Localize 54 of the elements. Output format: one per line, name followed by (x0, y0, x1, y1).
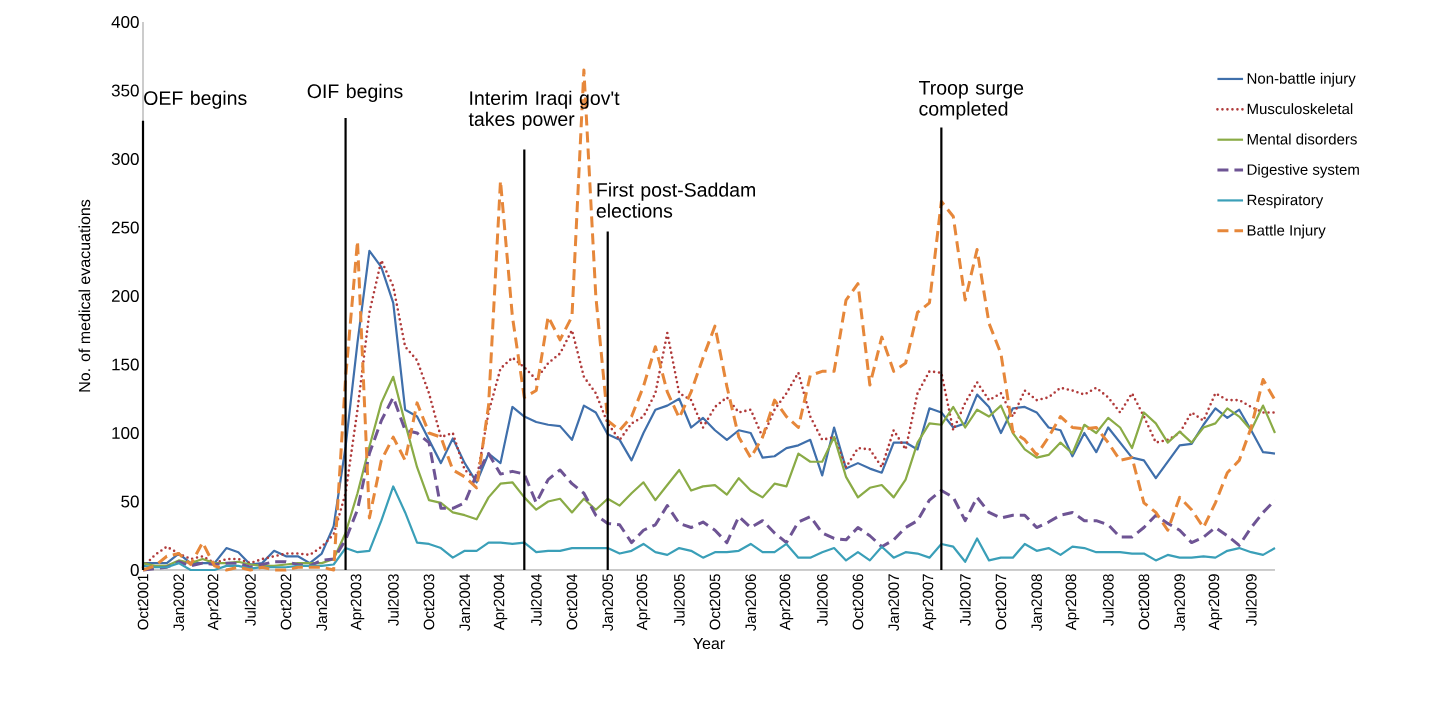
y-tick-label: 300 (111, 152, 139, 166)
y-tick-label: 400 (111, 15, 139, 29)
x-tick-label: Oct2001 (137, 574, 149, 630)
x-tick-label: Jul2005 (673, 574, 685, 626)
y-tick-label: 100 (112, 426, 139, 440)
y-tick-label: 150 (112, 358, 139, 371)
x-tick-label: Apr2006 (779, 574, 794, 631)
legend-label: Non-battle injury (1247, 72, 1356, 87)
x-tick-label: Jan2002 (173, 574, 185, 631)
y-tick-label: 250 (111, 221, 139, 234)
x-tick-label: Apr2005 (636, 574, 651, 631)
ref-line-label: Interim Iraqi gov't takes power (468, 90, 620, 130)
y-tick-label: 350 (111, 84, 139, 97)
x-tick-label: Oct2007 (995, 574, 1007, 630)
x-tick-label: Oct2003 (423, 574, 435, 630)
x-tick-label: Oct2002 (280, 574, 292, 630)
legend-label: Mental disorders (1247, 133, 1357, 145)
x-tick-label: Apr2004 (493, 573, 508, 631)
x-tick-label: Apr2009 (1208, 574, 1223, 631)
legend-label: Respiratory (1247, 194, 1324, 209)
x-tick-label: Jul2009 (1245, 574, 1257, 626)
x-tick-label: Oct2008 (1138, 574, 1150, 630)
legend-label: Battle Injury (1247, 224, 1326, 239)
x-tick-label: Apr2007 (922, 574, 937, 631)
x-tick-label: Jul2002 (244, 574, 256, 626)
x-tick-label: Jul2008 (1102, 574, 1114, 626)
ref-line-label: OIF begins (307, 83, 403, 103)
x-tick-label: Jan2004 (459, 573, 471, 631)
x-tick-label: Oct2004 (566, 573, 578, 630)
ref-line-label: First post-Saddam elections (596, 182, 755, 218)
ref-line-label: OEF begins (144, 90, 247, 109)
x-tick-label: Apr2003 (350, 574, 365, 631)
x-axis-title: Year (693, 637, 725, 650)
y-axis-title: No. of medical evacuations (78, 199, 91, 392)
x-tick-label: Jan2003 (316, 574, 328, 631)
x-tick-label: Oct2006 (852, 574, 864, 630)
y-tick-label: 50 (121, 495, 139, 508)
x-tick-label: Jan2008 (1031, 574, 1042, 631)
x-tick-label: Oct2005 (709, 574, 721, 630)
x-tick-label: Jan2007 (888, 574, 899, 631)
x-tick-label: Jul2003 (387, 574, 399, 626)
x-tick-label: Apr2002 (207, 574, 222, 631)
x-tick-label: Jan2009 (1174, 574, 1185, 631)
x-tick-label: Jul2007 (959, 574, 971, 626)
x-tick-label: Apr2008 (1065, 574, 1080, 631)
x-tick-label: Jan2005 (602, 574, 614, 631)
x-tick-label: Jul2004 (530, 573, 542, 626)
y-tick-label: 0 (130, 563, 139, 577)
legend-label: Digestive system (1247, 163, 1359, 178)
legend-label: Musculoskeletal (1247, 103, 1353, 115)
ref-line-label: Troop surge completed (918, 81, 1024, 120)
y-tick-label: 200 (111, 289, 139, 303)
x-tick-label: Jul2006 (816, 574, 828, 626)
x-tick-label: Jan2006 (745, 574, 757, 631)
